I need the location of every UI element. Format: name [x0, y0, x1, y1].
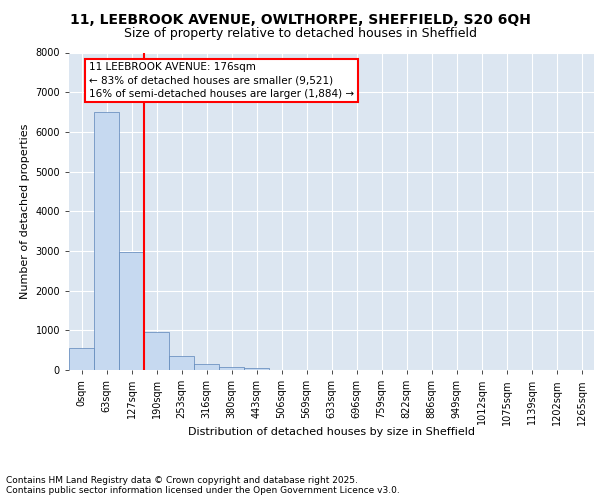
Text: 11 LEEBROOK AVENUE: 176sqm
← 83% of detached houses are smaller (9,521)
16% of s: 11 LEEBROOK AVENUE: 176sqm ← 83% of deta…	[89, 62, 354, 99]
X-axis label: Distribution of detached houses by size in Sheffield: Distribution of detached houses by size …	[188, 428, 475, 438]
Bar	[69, 348, 94, 370]
Y-axis label: Number of detached properties: Number of detached properties	[20, 124, 30, 299]
Bar	[219, 367, 244, 370]
Bar	[169, 356, 194, 370]
Text: Contains HM Land Registry data © Crown copyright and database right 2025.
Contai: Contains HM Land Registry data © Crown c…	[6, 476, 400, 495]
Bar	[94, 112, 119, 370]
Text: 11, LEEBROOK AVENUE, OWLTHORPE, SHEFFIELD, S20 6QH: 11, LEEBROOK AVENUE, OWLTHORPE, SHEFFIEL…	[70, 12, 530, 26]
Bar	[194, 364, 219, 370]
Bar	[244, 368, 269, 370]
Bar	[119, 252, 144, 370]
Text: Size of property relative to detached houses in Sheffield: Size of property relative to detached ho…	[124, 28, 476, 40]
Bar	[144, 332, 169, 370]
